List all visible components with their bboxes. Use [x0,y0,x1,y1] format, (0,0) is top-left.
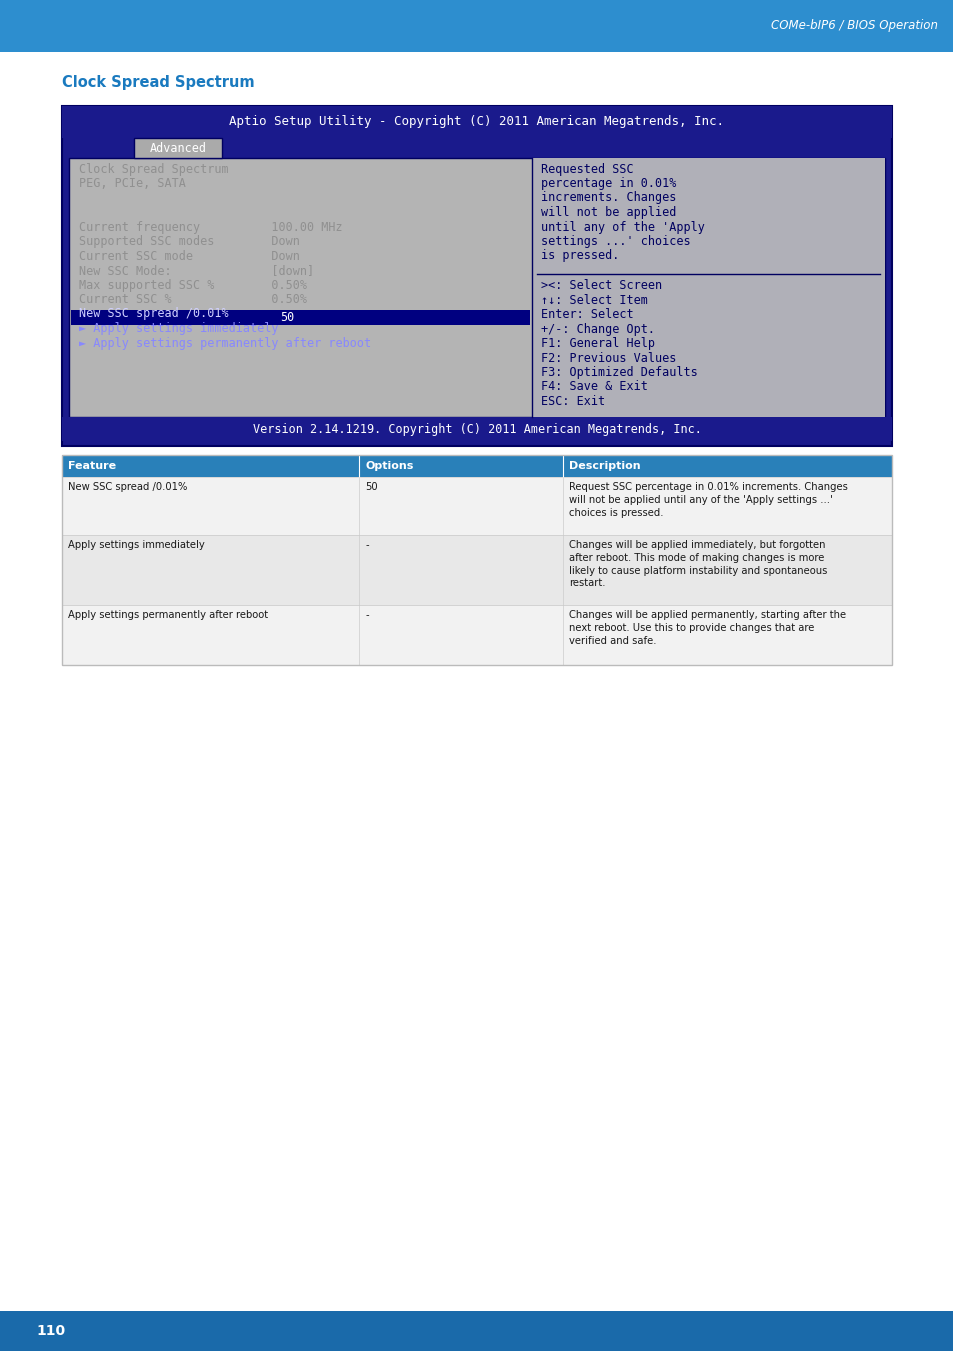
Text: +/-: Change Opt.: +/-: Change Opt. [541,323,655,335]
Text: Enter: Select: Enter: Select [541,308,634,322]
Text: Version 2.14.1219. Copyright (C) 2011 American Megatrends, Inc.: Version 2.14.1219. Copyright (C) 2011 Am… [253,423,700,435]
Bar [0,1310,953,1351]
Text: F1: General Help: F1: General Help [541,336,655,350]
Text: Request SSC percentage in 0.01% increments. Changes
will not be applied until an: Request SSC percentage in 0.01% incremen… [569,482,847,517]
Bar [62,417,891,440]
Text: ↑↓: Select Item: ↑↓: Select Item [541,293,648,307]
Text: 110: 110 [36,1324,65,1337]
Text: ► Apply settings permanently after reboot: ► Apply settings permanently after reboo… [79,336,371,350]
Text: Options: Options [365,461,413,471]
Text: COMe-bIP6 / BIOS Operation: COMe-bIP6 / BIOS Operation [770,19,937,32]
Text: until any of the 'Apply: until any of the 'Apply [541,220,704,234]
Bar [62,477,891,535]
Text: -: - [365,540,369,550]
Text: ESC: Exit: ESC: Exit [541,394,605,408]
Bar [62,535,891,605]
Text: F2: Previous Values: F2: Previous Values [541,351,676,365]
Text: settings ...' choices: settings ...' choices [541,235,690,249]
Text: New SSC Mode:              [down]: New SSC Mode: [down] [79,263,314,277]
Text: Requested SSC: Requested SSC [541,162,634,176]
Bar [62,105,891,138]
Text: New SSC spread /0.01%: New SSC spread /0.01% [79,308,229,320]
Text: Current frequency          100.00 MHz: Current frequency 100.00 MHz [79,220,342,234]
Bar [62,455,891,665]
Text: Max supported SSC %        0.50%: Max supported SSC % 0.50% [79,278,307,292]
Bar [69,158,884,417]
Bar [62,455,891,477]
Text: ► Apply settings immediately: ► Apply settings immediately [79,322,278,335]
Text: Clock Spread Spectrum: Clock Spread Spectrum [79,162,229,176]
Text: Supported SSC modes        Down: Supported SSC modes Down [79,235,299,249]
Text: Aptio Setup Utility - Copyright (C) 2011 American Megatrends, Inc.: Aptio Setup Utility - Copyright (C) 2011… [230,115,723,128]
Text: PEG, PCIe, SATA: PEG, PCIe, SATA [79,177,186,190]
Text: Feature: Feature [68,461,116,471]
Text: Clock Spread Spectrum: Clock Spread Spectrum [62,74,254,89]
Text: -: - [365,611,369,620]
Text: Apply settings immediately: Apply settings immediately [68,540,205,550]
Bar [532,158,884,417]
Bar [0,0,953,51]
Text: Description: Description [569,461,640,471]
Bar [62,605,891,665]
Text: percentage in 0.01%: percentage in 0.01% [541,177,676,190]
Text: 50: 50 [365,482,377,492]
Text: Apply settings permanently after reboot: Apply settings permanently after reboot [68,611,268,620]
Bar [71,309,530,324]
Text: F3: Optimized Defaults: F3: Optimized Defaults [541,366,698,380]
Text: New SSC spread /0.01%: New SSC spread /0.01% [68,482,187,492]
Text: F4: Save & Exit: F4: Save & Exit [541,381,648,393]
Text: Changes will be applied permanently, starting after the
next reboot. Use this to: Changes will be applied permanently, sta… [569,611,845,646]
Text: increments. Changes: increments. Changes [541,192,676,204]
Text: Changes will be applied immediately, but forgotten
after reboot. This mode of ma: Changes will be applied immediately, but… [569,540,827,589]
Bar [62,105,891,446]
Text: ><: Select Screen: ><: Select Screen [541,280,662,292]
Bar [133,138,222,158]
Text: Current SSC %              0.50%: Current SSC % 0.50% [79,293,307,305]
Text: Advanced: Advanced [150,142,206,154]
Bar [264,309,310,324]
Text: Current SSC mode           Down: Current SSC mode Down [79,250,299,262]
Text: will not be applied: will not be applied [541,205,676,219]
Text: is pressed.: is pressed. [541,250,619,262]
Text: 50: 50 [279,311,294,324]
